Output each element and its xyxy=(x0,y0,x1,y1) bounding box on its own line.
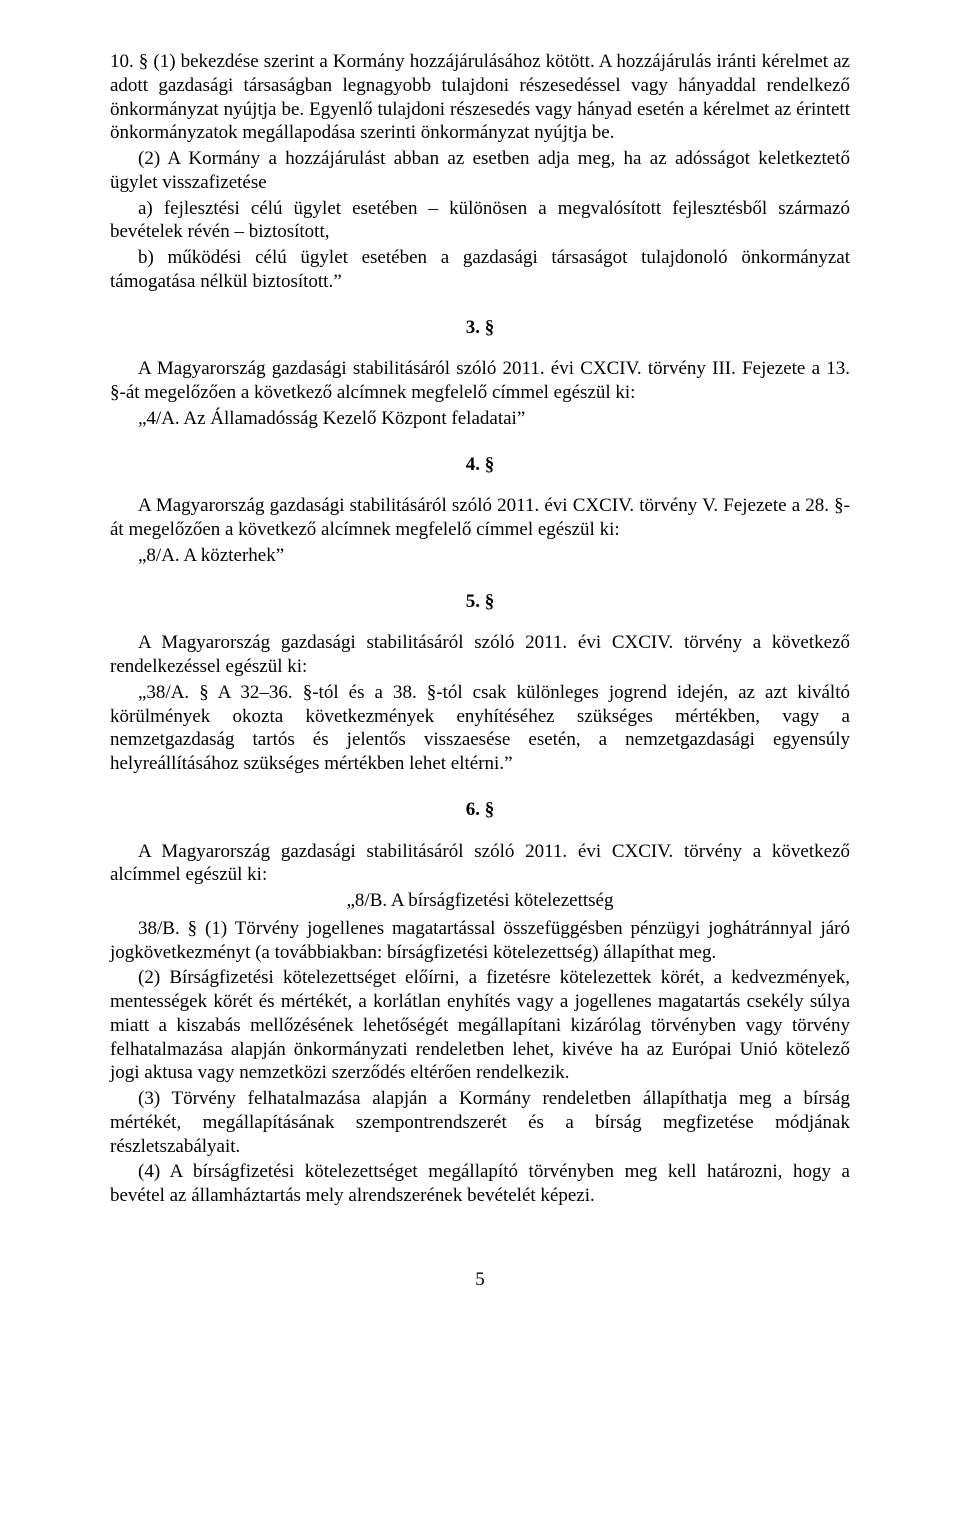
paragraph: (3) Törvény felhatalmazása alapján a Kor… xyxy=(110,1087,850,1158)
paragraph: (4) A bírságfizetési kötelezettséget meg… xyxy=(110,1160,850,1208)
paragraph-quote: „4/A. Az Államadósság Kezelő Központ fel… xyxy=(110,407,850,431)
paragraph: 10. § (1) bekezdése szerint a Kormány ho… xyxy=(110,50,850,145)
paragraph: 38/B. § (1) Törvény jogellenes magatartá… xyxy=(110,917,850,965)
document-page: 10. § (1) bekezdése szerint a Kormány ho… xyxy=(0,0,960,1533)
paragraph-list-a: a) fejlesztési célú ügylet esetében – kü… xyxy=(110,197,850,245)
section-heading-6: 6. § xyxy=(110,798,850,822)
section-heading-5: 5. § xyxy=(110,590,850,614)
paragraph: A Magyarország gazdasági stabilitásáról … xyxy=(110,840,850,888)
section-heading-3: 3. § xyxy=(110,316,850,340)
paragraph: (2) A Kormány a hozzájárulást abban az e… xyxy=(110,147,850,195)
paragraph-quote: „38/A. § A 32–36. §-tól és a 38. §-tól c… xyxy=(110,681,850,776)
paragraph: A Magyarország gazdasági stabilitásáról … xyxy=(110,357,850,405)
page-number: 5 xyxy=(110,1268,850,1292)
paragraph-quote: „8/A. A közterhek” xyxy=(110,544,850,568)
section-heading-4: 4. § xyxy=(110,453,850,477)
paragraph-list-b: b) működési célú ügylet esetében a gazda… xyxy=(110,246,850,294)
paragraph: (2) Bírságfizetési kötelezettséget előír… xyxy=(110,966,850,1085)
paragraph: A Magyarország gazdasági stabilitásáról … xyxy=(110,494,850,542)
paragraph-subheading: „8/B. A bírságfizetési kötelezettség xyxy=(110,889,850,913)
paragraph: A Magyarország gazdasági stabilitásáról … xyxy=(110,631,850,679)
